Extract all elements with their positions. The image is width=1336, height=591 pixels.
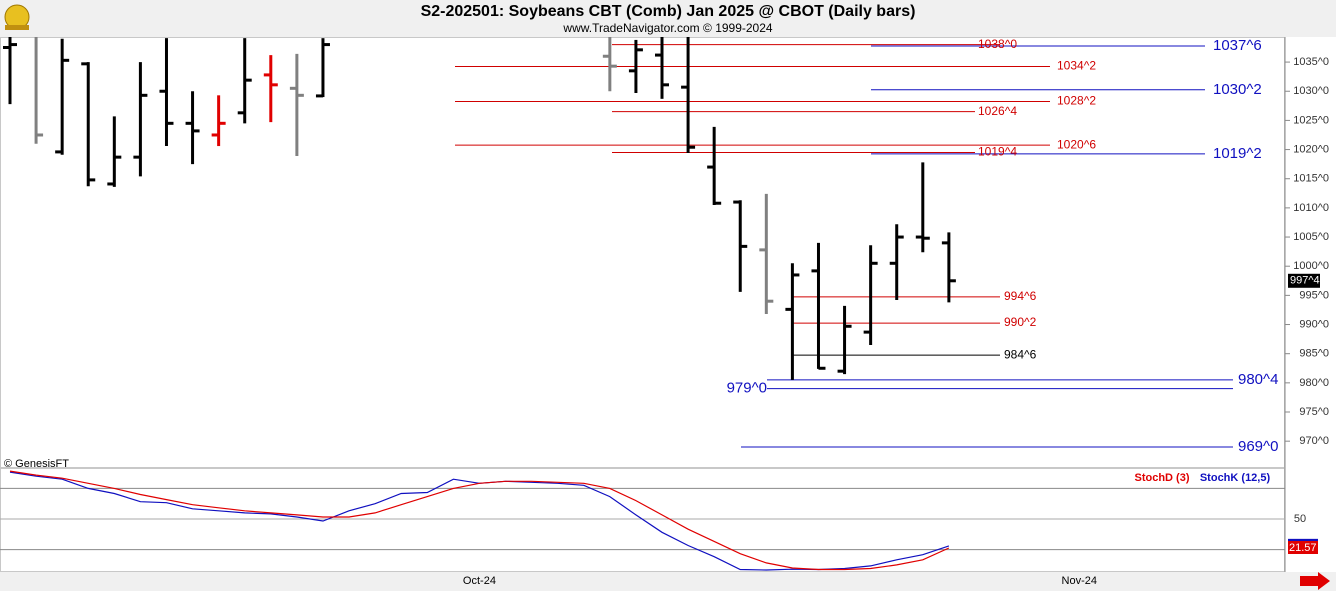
chart-title: S2-202501: Soybeans CBT (Comb) Jan 2025 … [421, 3, 916, 20]
y-tick-label: 1015^0 [1293, 173, 1329, 185]
level-label: 1026^4 [978, 104, 1017, 118]
stoch-line [9, 470, 950, 571]
last-price-label: 997^4 [1290, 275, 1320, 287]
logo [4, 4, 30, 30]
header-band [0, 0, 1336, 37]
y-tick-label: 995^0 [1299, 289, 1329, 301]
stoch-plot [0, 470, 1285, 571]
level-label: 994^6 [1004, 289, 1037, 303]
level-label: 1019^2 [1213, 145, 1262, 162]
x-tick-label: Oct-24 [463, 575, 496, 587]
level-label: 1019^4 [978, 145, 1017, 159]
y-tick-label: 1010^0 [1293, 202, 1329, 214]
watermark: © GenesisFT [4, 458, 69, 470]
y-tick-label: 1000^0 [1293, 260, 1329, 272]
y-tick-label: 975^0 [1299, 406, 1329, 418]
y-tick-label: 990^0 [1299, 318, 1329, 330]
level-label: 1030^2 [1213, 81, 1262, 98]
x-axis-band [0, 572, 1336, 591]
y-tick-label: 1035^0 [1293, 56, 1329, 68]
level-label: 1020^6 [1057, 137, 1096, 151]
price-plot [3, 37, 1233, 448]
chart-subtitle: www.TradeNavigator.com © 1999-2024 [562, 21, 772, 35]
y-tick-label: 985^0 [1299, 348, 1329, 360]
level-label: 990^2 [1004, 315, 1037, 329]
level-label: 1037^6 [1213, 37, 1262, 54]
last-price-box [1288, 273, 1320, 288]
legend-entry: StochK (12,5) [1200, 472, 1271, 484]
last-value-label: 21.57 [1289, 542, 1317, 554]
level-label: 969^0 [1238, 438, 1278, 455]
y-tick-label: 50 [1294, 513, 1306, 525]
legend-entry: StochD (3) [1135, 472, 1190, 484]
level-label: 1038^0 [978, 37, 1017, 51]
level-label: 1028^2 [1057, 94, 1096, 108]
level-label: 980^4 [1238, 371, 1278, 388]
y-tick-label: 970^0 [1299, 435, 1329, 447]
last-value-box [1288, 540, 1318, 554]
level-label: 984^6 [1004, 347, 1037, 361]
x-tick-label: Nov-24 [1062, 575, 1097, 587]
axes: Oct-24 Nov-24 970^0 975^0 980^0 985^0 990^0 995… [463, 56, 1329, 587]
scroll-arrow[interactable] [1300, 572, 1330, 590]
level-label: 979^0 [727, 380, 767, 397]
y-tick-label: 1005^0 [1293, 231, 1329, 243]
y-tick-label: 1030^0 [1293, 85, 1329, 97]
y-tick-label: 1025^0 [1293, 114, 1329, 126]
level-label: 1034^2 [1057, 59, 1096, 73]
y-tick-label: 1020^0 [1293, 143, 1329, 155]
y-tick-label: 980^0 [1299, 377, 1329, 389]
